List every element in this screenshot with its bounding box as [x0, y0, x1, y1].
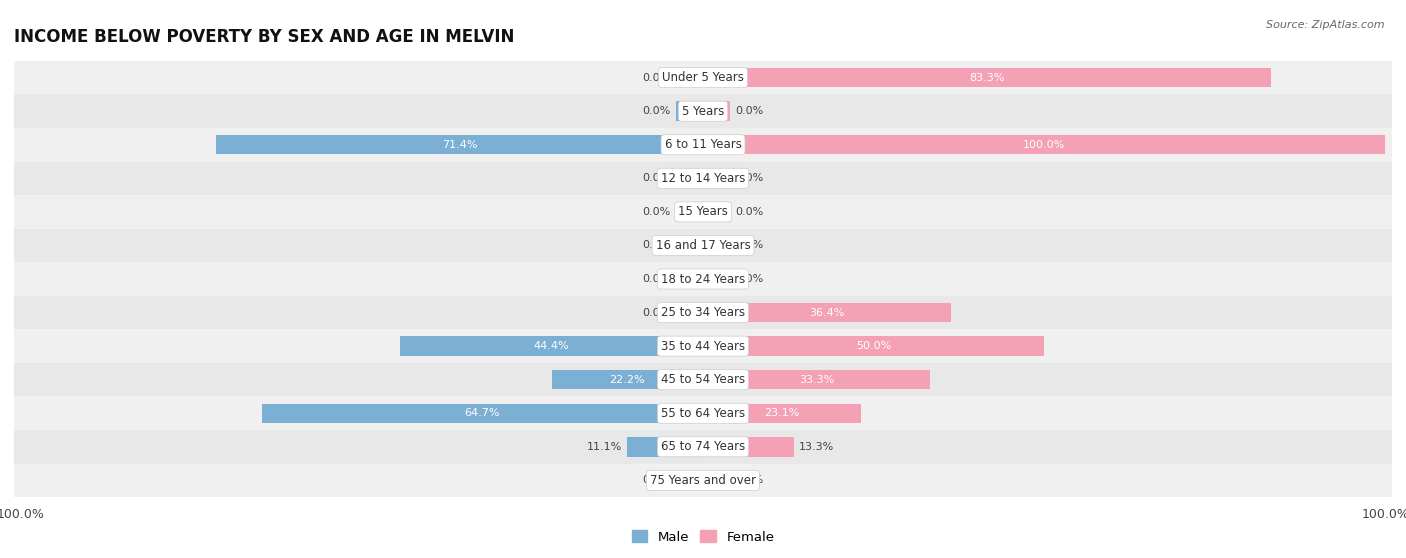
- Bar: [703, 235, 730, 255]
- Bar: [262, 403, 703, 423]
- Bar: [676, 202, 703, 222]
- Bar: [14, 296, 1392, 329]
- Bar: [676, 235, 703, 255]
- Text: 83.3%: 83.3%: [969, 73, 1005, 83]
- Bar: [14, 464, 1392, 497]
- Bar: [14, 128, 1392, 161]
- Bar: [14, 61, 1392, 94]
- Text: 0.0%: 0.0%: [643, 106, 671, 116]
- Text: 22.2%: 22.2%: [609, 374, 645, 384]
- Text: 23.1%: 23.1%: [763, 408, 800, 418]
- Bar: [14, 161, 1392, 195]
- Text: 0.0%: 0.0%: [643, 240, 671, 251]
- Text: 45 to 54 Years: 45 to 54 Years: [661, 373, 745, 386]
- Text: 55 to 64 Years: 55 to 64 Years: [661, 407, 745, 420]
- Text: Source: ZipAtlas.com: Source: ZipAtlas.com: [1267, 20, 1385, 30]
- Text: 64.7%: 64.7%: [464, 408, 501, 418]
- Bar: [14, 195, 1392, 229]
- Text: 0.0%: 0.0%: [735, 174, 763, 184]
- Text: 44.4%: 44.4%: [534, 341, 569, 351]
- Text: INCOME BELOW POVERTY BY SEX AND AGE IN MELVIN: INCOME BELOW POVERTY BY SEX AND AGE IN M…: [14, 28, 515, 46]
- Bar: [703, 370, 931, 389]
- Text: 0.0%: 0.0%: [735, 274, 763, 284]
- Bar: [14, 430, 1392, 464]
- Text: 15 Years: 15 Years: [678, 205, 728, 218]
- Text: 11.1%: 11.1%: [586, 442, 621, 452]
- Text: 75 Years and over: 75 Years and over: [650, 474, 756, 487]
- Bar: [676, 270, 703, 288]
- Bar: [14, 262, 1392, 296]
- Text: 0.0%: 0.0%: [643, 475, 671, 485]
- Text: 71.4%: 71.4%: [441, 140, 477, 150]
- Bar: [401, 336, 703, 356]
- Text: 65 to 74 Years: 65 to 74 Years: [661, 440, 745, 453]
- Legend: Male, Female: Male, Female: [626, 525, 780, 549]
- Bar: [14, 229, 1392, 262]
- Text: 0.0%: 0.0%: [643, 207, 671, 217]
- Bar: [217, 135, 703, 155]
- Text: 33.3%: 33.3%: [799, 374, 834, 384]
- Bar: [703, 403, 860, 423]
- Text: 0.0%: 0.0%: [735, 106, 763, 116]
- Bar: [703, 68, 1271, 88]
- Text: 0.0%: 0.0%: [643, 73, 671, 83]
- Text: 6 to 11 Years: 6 to 11 Years: [665, 138, 741, 151]
- Text: 50.0%: 50.0%: [856, 341, 891, 351]
- Bar: [703, 303, 952, 323]
- Text: 18 to 24 Years: 18 to 24 Years: [661, 272, 745, 286]
- Bar: [703, 470, 730, 490]
- Bar: [676, 68, 703, 88]
- Bar: [703, 169, 730, 188]
- Bar: [676, 102, 703, 121]
- Bar: [676, 169, 703, 188]
- Bar: [703, 102, 730, 121]
- Text: 0.0%: 0.0%: [735, 240, 763, 251]
- Text: 0.0%: 0.0%: [643, 274, 671, 284]
- Bar: [703, 336, 1045, 356]
- Text: Under 5 Years: Under 5 Years: [662, 71, 744, 84]
- Bar: [703, 270, 730, 288]
- Bar: [676, 470, 703, 490]
- Text: 100.0%: 100.0%: [1024, 140, 1066, 150]
- Text: 12 to 14 Years: 12 to 14 Years: [661, 172, 745, 185]
- Bar: [551, 370, 703, 389]
- Bar: [14, 397, 1392, 430]
- Text: 25 to 34 Years: 25 to 34 Years: [661, 306, 745, 319]
- Text: 5 Years: 5 Years: [682, 105, 724, 118]
- Text: 35 to 44 Years: 35 to 44 Years: [661, 340, 745, 353]
- Bar: [14, 329, 1392, 363]
- Bar: [703, 437, 794, 456]
- Bar: [627, 437, 703, 456]
- Text: 0.0%: 0.0%: [735, 207, 763, 217]
- Bar: [703, 135, 1385, 155]
- Bar: [703, 202, 730, 222]
- Text: 36.4%: 36.4%: [810, 307, 845, 318]
- Bar: [14, 363, 1392, 397]
- Bar: [14, 94, 1392, 128]
- Text: 13.3%: 13.3%: [799, 442, 834, 452]
- Bar: [676, 303, 703, 323]
- Text: 0.0%: 0.0%: [643, 174, 671, 184]
- Text: 0.0%: 0.0%: [643, 307, 671, 318]
- Text: 16 and 17 Years: 16 and 17 Years: [655, 239, 751, 252]
- Text: 0.0%: 0.0%: [735, 475, 763, 485]
